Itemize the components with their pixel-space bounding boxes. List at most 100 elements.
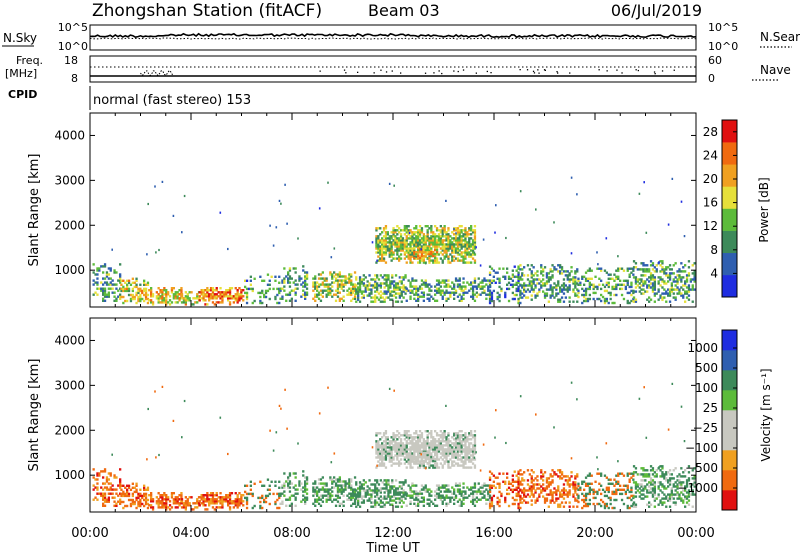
power-cell	[437, 291, 441, 294]
power-cell	[605, 299, 608, 303]
power-cell	[415, 255, 418, 258]
velocity-cell	[661, 475, 664, 478]
power-cell	[413, 227, 416, 230]
velocity-cell	[381, 460, 384, 463]
velocity-cell	[588, 488, 591, 491]
power-cell	[466, 245, 469, 248]
power-cell	[403, 251, 406, 254]
velocity-cell	[687, 479, 691, 482]
velocity-cell	[374, 499, 377, 502]
power-cell	[663, 282, 666, 285]
power-cell	[396, 249, 399, 252]
velocity-cell	[640, 479, 643, 482]
power-cell	[394, 249, 397, 252]
power-cell	[479, 293, 482, 296]
velocity-cell	[387, 491, 390, 494]
velocity-cell	[577, 488, 580, 491]
velocity-cell	[208, 500, 211, 503]
power-cell	[460, 299, 463, 302]
power-cell	[103, 265, 107, 268]
power-cell	[357, 282, 360, 285]
power-cell	[648, 276, 651, 279]
velocity-cell	[435, 492, 439, 495]
velocity-cell	[161, 498, 164, 501]
velocity-cell	[386, 452, 389, 455]
velocity-cell	[411, 446, 414, 449]
velocity-cell	[366, 499, 369, 502]
power-cell	[451, 287, 454, 290]
velocity-cell	[420, 446, 424, 449]
velocity-cell	[447, 484, 450, 487]
power-cell	[445, 243, 448, 246]
velocity-cell	[422, 440, 425, 443]
velocity-cell	[296, 492, 299, 495]
power-cell	[549, 294, 552, 297]
velocity-cell	[607, 506, 610, 510]
velocity-cell	[649, 469, 653, 472]
power-cell	[513, 293, 516, 297]
power-cell	[428, 255, 431, 258]
power-cell	[540, 280, 543, 283]
power-cell	[92, 271, 95, 274]
power-cell	[428, 241, 431, 244]
power-cell	[691, 286, 694, 289]
power-cell	[393, 290, 396, 293]
power-cell	[238, 295, 241, 298]
power-cell	[619, 279, 622, 282]
power-cell	[370, 288, 373, 291]
velocity-cell	[661, 473, 664, 476]
power-cell	[437, 235, 441, 238]
velocity-cell	[676, 487, 679, 490]
power-cell	[165, 289, 168, 292]
power-cell	[435, 245, 439, 248]
velocity-cell	[278, 486, 281, 489]
power-cell	[384, 245, 388, 248]
power-cell	[526, 264, 530, 267]
power-cell	[379, 253, 382, 256]
power-cell	[663, 268, 666, 271]
velocity-cell	[628, 490, 631, 494]
power-cell	[386, 241, 389, 244]
power-cell	[387, 276, 390, 279]
velocity-cell	[374, 487, 377, 490]
velocity-cell	[357, 487, 360, 490]
power-cell	[670, 284, 673, 287]
power-cell	[542, 274, 545, 277]
velocity-cell	[611, 506, 614, 510]
velocity-cell	[100, 492, 103, 495]
power-cell	[456, 239, 460, 242]
velocity-cell	[314, 480, 317, 483]
power-cell	[368, 288, 371, 291]
power-cell	[674, 276, 677, 279]
velocity-cell	[547, 505, 550, 508]
power-cell	[473, 231, 477, 234]
power-cell	[283, 281, 286, 284]
power-cell	[399, 245, 403, 248]
velocity-cell	[437, 448, 441, 451]
velocity-cell	[314, 482, 317, 485]
velocity-cell	[325, 498, 328, 501]
power-cell	[682, 270, 685, 273]
velocity-cell	[387, 493, 390, 496]
velocity-cell	[242, 504, 245, 507]
velocity-cell	[182, 502, 186, 505]
velocity-cell	[409, 436, 412, 439]
velocity-cell	[430, 500, 433, 503]
power-cell	[319, 283, 323, 286]
power-cell	[417, 297, 420, 300]
velocity-cell	[398, 499, 401, 502]
power-cell	[283, 285, 286, 288]
power-cell	[238, 293, 241, 296]
power-cell	[426, 285, 429, 288]
power-cell	[464, 229, 467, 232]
velocity-cell	[684, 497, 687, 500]
velocity-cell	[238, 504, 241, 507]
power-cell	[396, 284, 400, 287]
power-cell	[453, 251, 456, 254]
power-cell	[519, 264, 522, 267]
velocity-cell	[424, 460, 427, 463]
velocity-cell	[624, 490, 627, 494]
velocity-cell	[398, 460, 401, 463]
velocity-cell	[434, 464, 437, 467]
power-cell	[389, 298, 392, 301]
